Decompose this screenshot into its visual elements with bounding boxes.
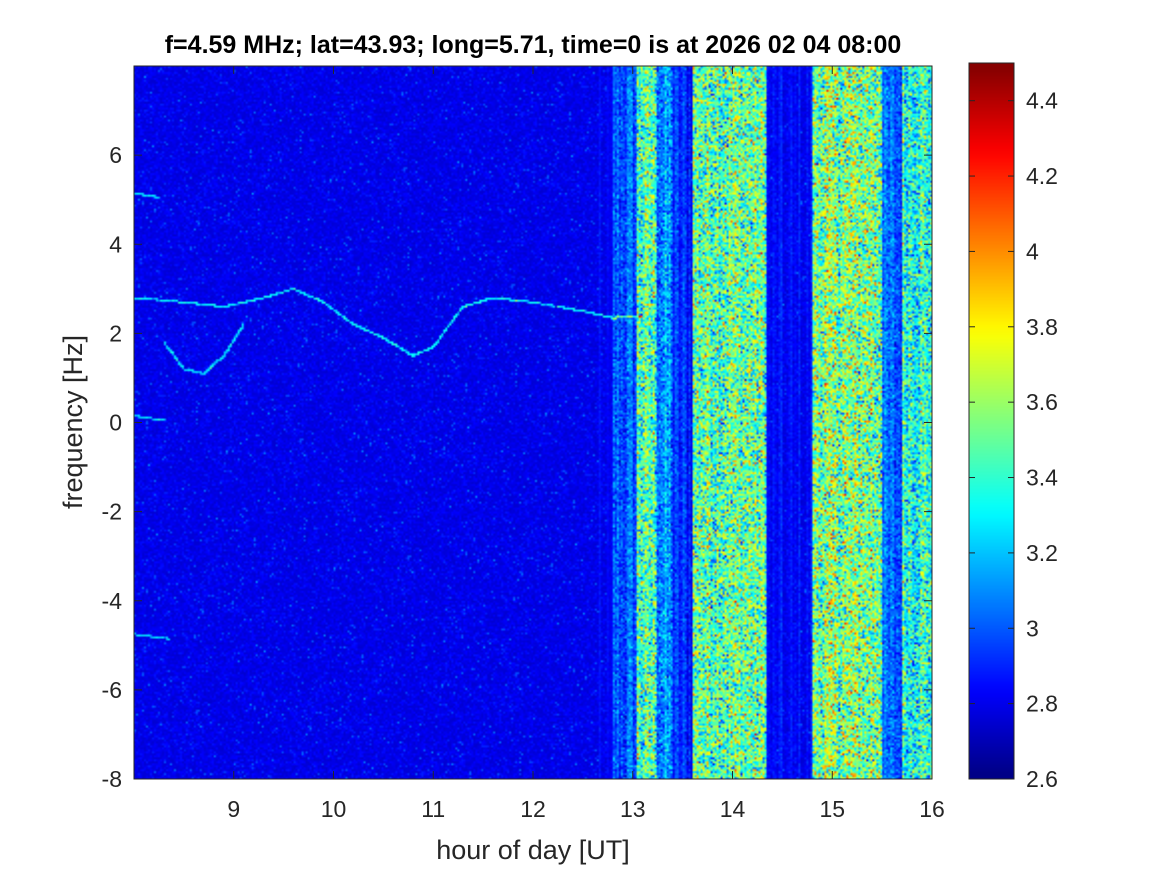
spectrogram-heatmap — [134, 66, 932, 779]
y-tick-label: -2 — [102, 499, 122, 525]
y-tick-label: -8 — [102, 766, 122, 792]
y-axis-label: frequency [Hz] — [58, 335, 88, 509]
y-tick-label: 4 — [109, 231, 122, 257]
y-tick-label: -6 — [102, 677, 122, 703]
colorbar-tick-label: 3.8 — [1026, 314, 1058, 340]
colorbar-tick-label: 2.6 — [1026, 766, 1058, 792]
x-tick-label: 9 — [227, 796, 240, 822]
colorbar-tick-label: 3.6 — [1026, 389, 1058, 415]
y-tick-label: 6 — [109, 142, 122, 168]
colorbar-tick-label: 3 — [1026, 615, 1039, 641]
colorbar — [969, 63, 1014, 779]
x-axis-ticks: 9 10 11 12 13 14 15 16 — [227, 66, 945, 822]
colorbar-tick-label: 4 — [1026, 238, 1039, 264]
y-tick-label: -4 — [102, 588, 123, 614]
x-tick-label: 10 — [321, 796, 347, 822]
x-tick-label: 14 — [720, 796, 746, 822]
colorbar-border — [968, 62, 1015, 780]
colorbar-tick-label: 2.8 — [1026, 691, 1058, 717]
colorbar-ticks: 2.6 2.8 3 3.2 3.4 3.6 3.8 4 4.2 4.4 — [969, 88, 1058, 792]
colorbar-tick-label: 4.4 — [1026, 88, 1058, 114]
x-tick-label: 16 — [919, 796, 945, 822]
chart-title: f=4.59 MHz; lat=43.93; long=5.71, time=0… — [165, 31, 902, 59]
x-tick-label: 15 — [819, 796, 845, 822]
x-tick-label: 13 — [620, 796, 646, 822]
colorbar-tick-label: 4.2 — [1026, 163, 1058, 189]
y-axis-ticks: -8 -6 -4 -2 0 2 4 6 — [102, 142, 932, 792]
colorbar-tick-label: 3.2 — [1026, 540, 1058, 566]
y-tick-label: 0 — [109, 410, 122, 436]
colorbar-tick-label: 3.4 — [1026, 465, 1058, 491]
y-tick-label: 2 — [109, 320, 122, 346]
x-tick-label: 12 — [520, 796, 546, 822]
x-axis-label: hour of day [UT] — [436, 835, 630, 865]
x-tick-label: 11 — [421, 796, 445, 822]
